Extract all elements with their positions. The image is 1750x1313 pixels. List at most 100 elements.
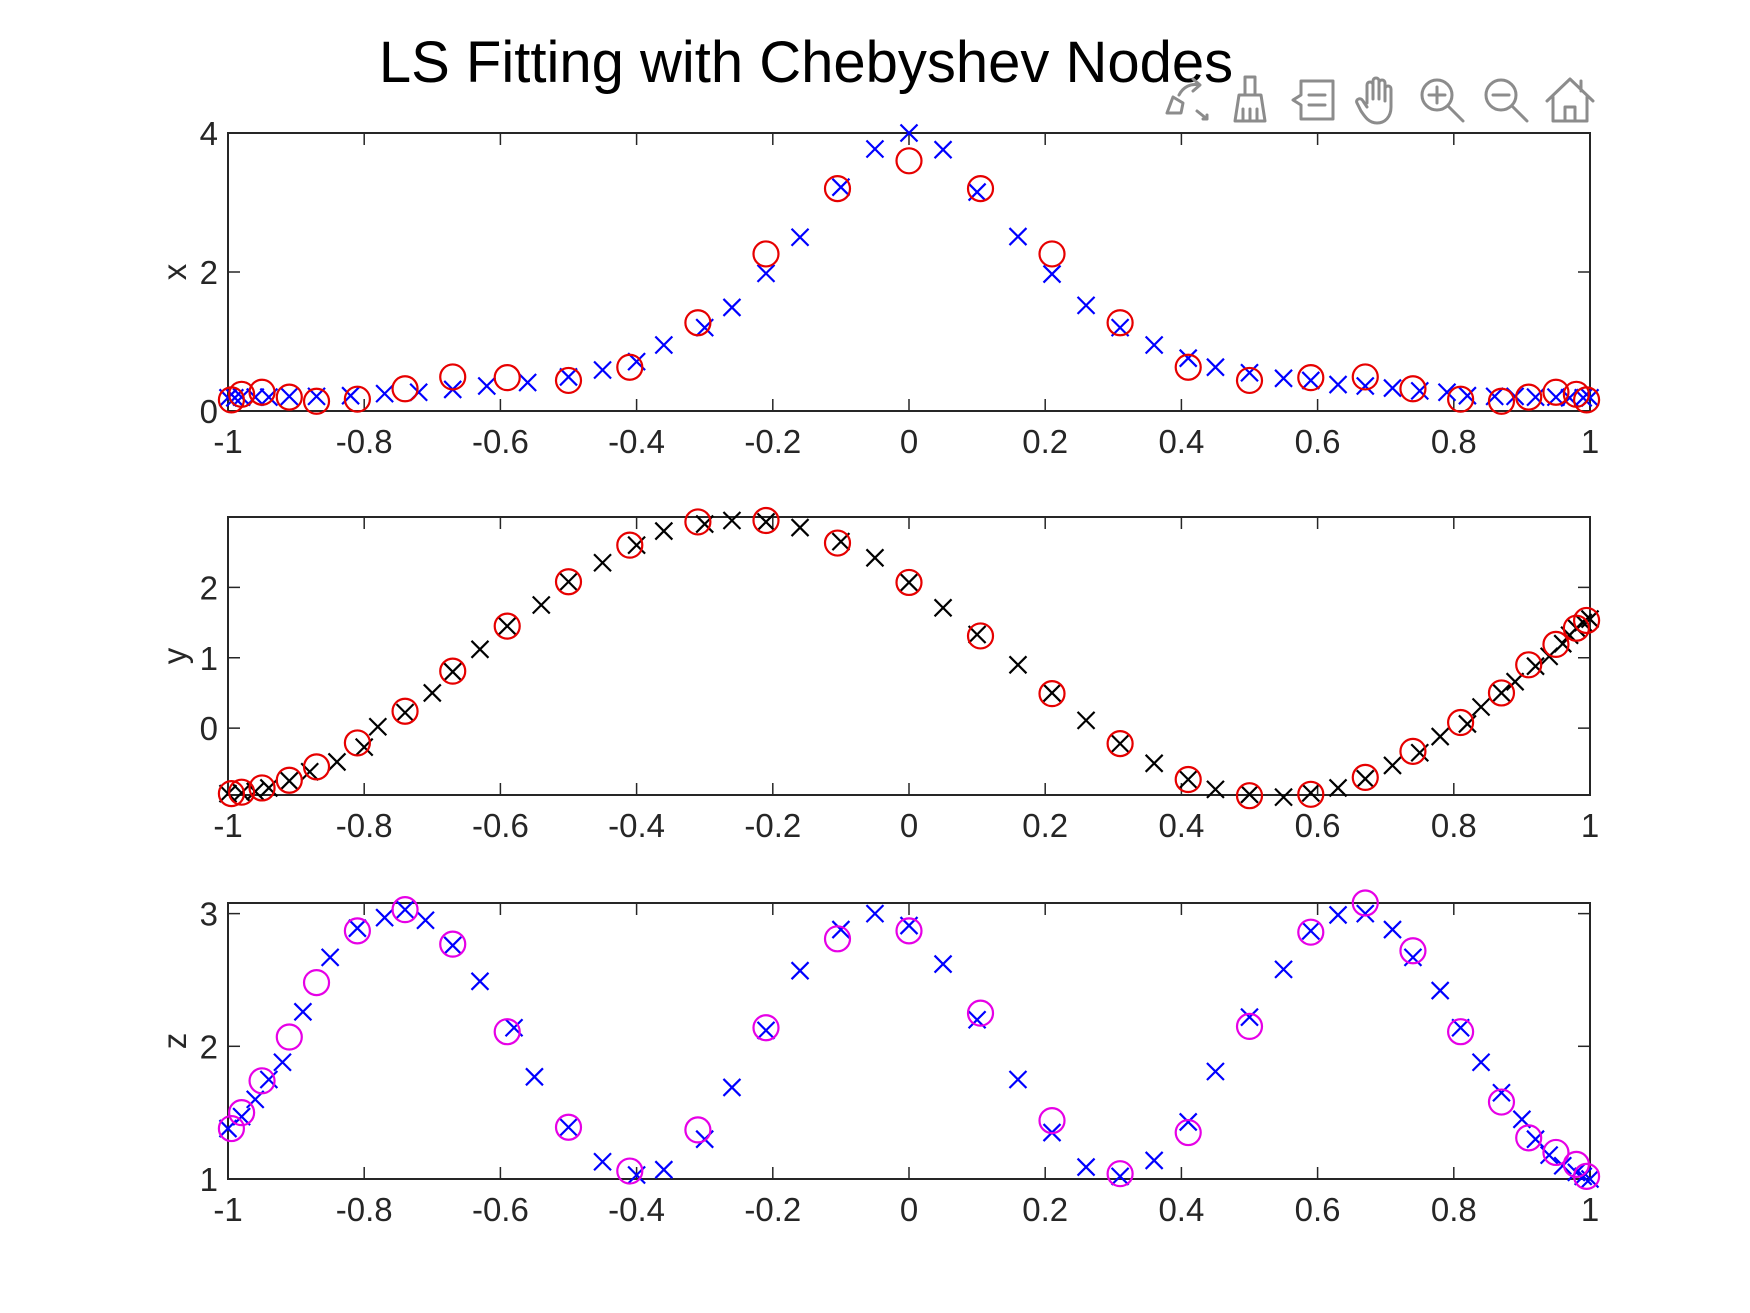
data-point-circle <box>1297 918 1325 946</box>
data-point-x <box>218 784 238 803</box>
data-point-circle <box>1487 679 1516 707</box>
data-point-circle <box>1542 378 1570 406</box>
data-point-x <box>1008 227 1028 246</box>
data-point-circle <box>823 925 852 953</box>
data-point-circle <box>1106 730 1134 758</box>
data-point-circle <box>895 147 923 175</box>
home-button[interactable] <box>1539 70 1601 130</box>
x-tick-label: -0.2 <box>744 807 801 844</box>
data-point-circle <box>823 529 852 557</box>
data-point-circle <box>1351 363 1379 391</box>
data-point-circle <box>684 508 712 536</box>
x-tick-label: -0.4 <box>608 423 665 460</box>
data-point-x <box>790 961 810 980</box>
axes-frame <box>227 516 1591 796</box>
data-point-x <box>232 1107 251 1126</box>
data-point-circle <box>684 309 712 337</box>
data-point-x <box>1301 371 1321 390</box>
data-point-circle <box>966 622 995 650</box>
data-point-circle <box>493 1018 521 1046</box>
data-point-circle <box>1235 782 1264 810</box>
data-point-x <box>1383 920 1402 939</box>
data-point-circle <box>217 779 246 808</box>
y-axis-label: z <box>156 1033 193 1050</box>
datatip-button[interactable] <box>1283 70 1345 130</box>
data-point-x <box>1492 683 1511 703</box>
axes-y-panel: -1 -0.8 -0.6 -0.4 -0.2 0 0.2 0.4 0.6 0.8 1 0 1 2 y <box>156 506 1601 844</box>
data-point-x <box>1110 734 1130 753</box>
data-point-x <box>1274 787 1293 807</box>
data-point-circle <box>228 380 256 408</box>
data-point-x <box>1471 1052 1491 1072</box>
data-point-circle <box>966 999 995 1027</box>
data-point-x <box>1355 769 1375 789</box>
y-tick-label: 1 <box>200 640 218 677</box>
data-point-x <box>933 954 953 974</box>
data-point-x <box>470 972 490 991</box>
data-point-circle <box>343 729 371 757</box>
data-point-x <box>559 1117 578 1137</box>
data-point-x <box>1076 1157 1096 1177</box>
data-point-x <box>1240 785 1259 804</box>
data-point-x <box>531 595 551 615</box>
data-point-x <box>831 920 851 939</box>
data-point-x <box>899 573 919 592</box>
data-point-x <box>1471 697 1491 717</box>
zoom-in-icon <box>1420 78 1465 123</box>
data-point-x <box>1274 960 1293 979</box>
data-point-x <box>654 335 674 355</box>
data-point-x <box>722 1078 742 1097</box>
data-point-circle <box>1399 375 1427 403</box>
data-point-circle <box>823 175 852 203</box>
datatip-icon <box>1291 79 1335 121</box>
data-point-x <box>327 752 347 772</box>
data-point-x <box>593 1152 612 1172</box>
y-tick-label: 2 <box>200 569 218 606</box>
data-point-x <box>1206 1062 1225 1081</box>
y-tick-label: 2 <box>200 254 218 291</box>
data-point-x <box>756 264 776 283</box>
data-point-circle <box>554 1113 583 1141</box>
data-point-x <box>1492 1083 1511 1103</box>
x-tick-label: 0.2 <box>1022 807 1068 844</box>
data-point-x <box>559 367 578 387</box>
data-point-x <box>1144 1151 1164 1170</box>
export-button[interactable] <box>1155 70 1217 130</box>
x-tick-label: -0.6 <box>472 1191 529 1228</box>
data-point-circle <box>248 1067 276 1095</box>
data-point-x <box>756 1021 776 1040</box>
zoom-out-icon <box>1484 78 1529 123</box>
export-icon <box>1165 77 1209 121</box>
data-point-x <box>1206 780 1225 799</box>
data-point-x <box>375 908 394 927</box>
brush-button[interactable] <box>1219 70 1281 130</box>
data-point-circle <box>1235 366 1264 395</box>
data-point-x <box>593 553 612 573</box>
data-point-circle <box>1174 353 1202 381</box>
data-point-x <box>1526 387 1545 407</box>
data-point-circle <box>1447 708 1475 737</box>
data-point-x <box>443 936 463 955</box>
data-point-x <box>368 717 388 737</box>
zoom-out-button[interactable] <box>1475 70 1537 130</box>
data-point-x <box>1240 1007 1259 1027</box>
data-point-x <box>1505 672 1525 691</box>
pan-button[interactable] <box>1347 70 1409 130</box>
data-point-x <box>865 904 885 923</box>
data-point-x <box>1274 369 1293 388</box>
data-point-circle <box>1515 651 1543 679</box>
data-point-x <box>470 640 490 659</box>
x-tick-label: 0.4 <box>1158 807 1204 844</box>
data-point-circle <box>554 568 583 596</box>
data-point-x <box>1355 376 1375 396</box>
data-point-x <box>1301 783 1321 803</box>
data-point-x <box>395 703 415 722</box>
data-point-x <box>259 778 279 798</box>
data-point-circle <box>1515 1124 1543 1152</box>
x-tick-label: -1 <box>213 1191 242 1228</box>
data-point-circle <box>616 531 644 559</box>
data-point-x <box>627 535 646 555</box>
data-point-x <box>525 1067 544 1087</box>
zoom-in-button[interactable] <box>1411 70 1473 130</box>
x-tick-label: -1 <box>213 807 242 844</box>
